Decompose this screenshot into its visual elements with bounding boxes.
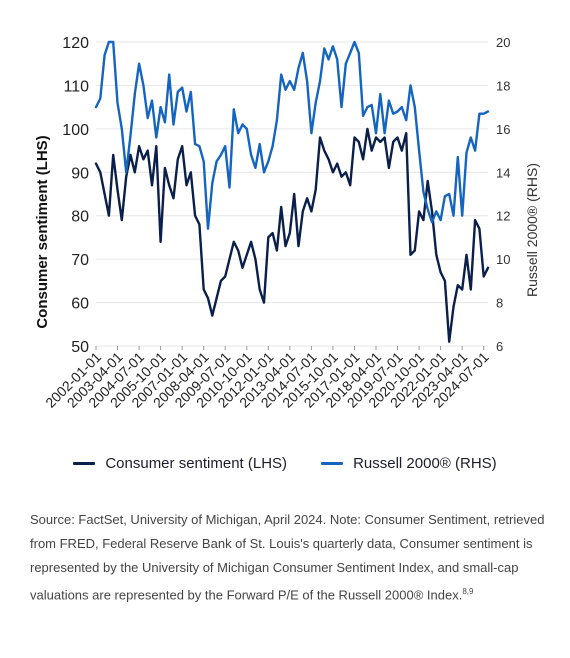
right-tick-label: 8: [496, 296, 503, 311]
legend-label-consumer-sentiment: Consumer sentiment (LHS): [105, 455, 288, 472]
left-tick-label: 110: [63, 78, 89, 95]
right-tick-label: 12: [496, 209, 510, 224]
russell-2000-line: [94, 40, 490, 230]
right-axis-ticks: 6 8 10 12 14 16 18 20: [496, 35, 510, 354]
left-tick-label: 90: [71, 165, 89, 182]
left-tick-label: 100: [62, 122, 89, 139]
legend-swatch-blue: [321, 462, 344, 465]
right-tick-label: 18: [496, 78, 510, 93]
dual-axis-line-chart: 50 60 70 80 90 100 110 120 6 8 10 12 14 16 18 20 2002-…: [34, 35, 540, 411]
footnote-ref: 8,9: [462, 587, 474, 596]
right-tick-label: 10: [496, 252, 510, 267]
legend-item-consumer-sentiment: Consumer sentiment (LHS): [73, 455, 287, 472]
consumer-sentiment-line: [94, 127, 490, 343]
left-tick-label: 120: [62, 35, 89, 52]
source-note: Source: FactSet, University of Michigan,…: [30, 508, 545, 607]
series-lines: [94, 40, 490, 343]
left-tick-label: 70: [71, 252, 89, 269]
right-axis-label: Russell 2000® (RHS): [524, 163, 540, 297]
right-tick-label: 14: [496, 165, 510, 180]
right-tick-label: 16: [496, 122, 510, 137]
legend-label-russell: Russell 2000® (RHS): [353, 455, 497, 472]
right-tick-label: 20: [496, 35, 510, 50]
x-axis-ticks: 2002-01-012003-04-012004-07-012005-10-01…: [42, 346, 492, 411]
source-text: Source: FactSet, University of Michigan,…: [30, 512, 545, 603]
legend: Consumer sentiment (LHS) Russell 2000® (…: [0, 455, 570, 472]
right-tick-label: 6: [496, 339, 503, 354]
left-tick-label: 60: [71, 296, 89, 313]
left-tick-label: 80: [71, 209, 89, 226]
legend-swatch-dark: [73, 462, 96, 465]
left-axis-ticks: 50 60 70 80 90 100 110 120: [62, 35, 89, 356]
left-tick-label: 50: [71, 339, 89, 356]
left-axis-label: Consumer sentiment (LHS): [34, 135, 51, 328]
legend-item-russell: Russell 2000® (RHS): [321, 455, 497, 472]
